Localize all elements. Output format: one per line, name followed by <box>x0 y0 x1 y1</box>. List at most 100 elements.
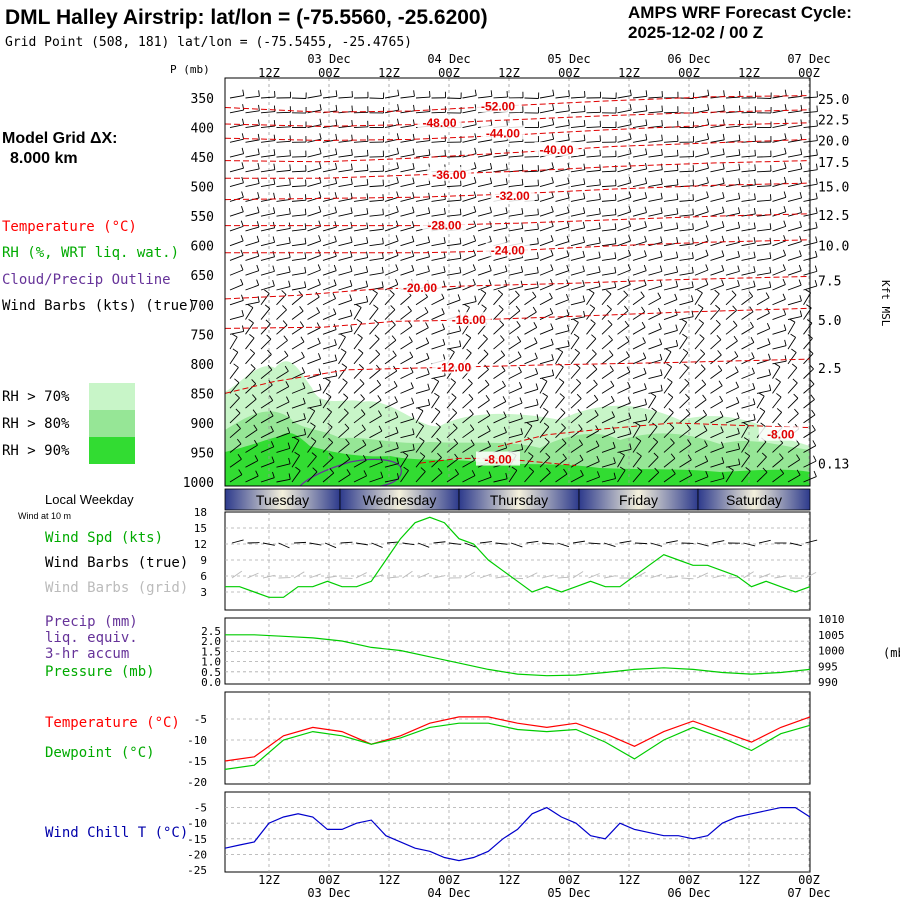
wind-barb <box>710 221 725 232</box>
wind-barb-flag <box>474 89 477 96</box>
wind-barb-flag <box>335 148 338 155</box>
wind-barb <box>477 394 490 409</box>
wind-barb-flag <box>715 319 721 325</box>
wind-barb-staff <box>353 322 363 335</box>
wind-barb-flag <box>769 384 772 391</box>
wind-barb-staff <box>384 294 395 306</box>
wind-barb-flag <box>653 452 659 458</box>
wind-barb-flag <box>490 90 493 97</box>
wind-barb <box>601 319 613 335</box>
wind-barb <box>245 177 260 188</box>
wind-barb-flag <box>703 425 708 431</box>
wind-barb-staff <box>570 475 584 483</box>
wind-barb-flag <box>248 319 254 324</box>
wind-barb <box>477 471 492 483</box>
wind-barb-flag <box>304 194 307 201</box>
wind-barb-staff <box>694 196 709 202</box>
wind-barb-staff <box>772 457 784 468</box>
wind-barb-flag <box>487 440 491 447</box>
wind-barb-flag <box>592 364 598 370</box>
wind-barb-staff <box>772 153 787 158</box>
surface-wind-barb <box>479 541 492 544</box>
wind-barb-flag <box>358 348 364 354</box>
wind-barb <box>555 363 564 379</box>
wind-barb-staff <box>539 167 554 173</box>
wind-barb <box>787 469 801 483</box>
wind-barb <box>276 193 291 202</box>
wind-barb-staff <box>741 311 754 320</box>
wind-barb-flag <box>396 457 399 464</box>
wind-barb-staff <box>663 366 673 379</box>
wind-barb-flag <box>504 442 508 449</box>
wind-barb-flag <box>753 280 756 287</box>
wind-barb-flag <box>335 104 338 111</box>
wind-barb-staff <box>307 153 322 158</box>
wind-barb <box>369 121 384 128</box>
wind-barb <box>400 148 415 158</box>
wind-barb <box>632 192 648 202</box>
wind-barb <box>617 278 631 291</box>
wind-barb-staff <box>431 298 445 306</box>
wind-barb-flag <box>360 409 366 415</box>
wind-barb <box>384 305 396 320</box>
wind-barb-staff <box>787 270 802 276</box>
wind-barb <box>617 366 631 380</box>
wind-barb-flag <box>568 104 570 111</box>
wind-barb-flag <box>659 338 663 345</box>
wind-barb-staff <box>539 344 554 350</box>
wind-barb <box>632 321 646 335</box>
wind-barb-flag <box>286 396 290 403</box>
wind-barb-staff <box>508 341 521 350</box>
wind-barb-flag <box>395 426 399 433</box>
wind-barb-staff <box>741 440 750 453</box>
wind-barb-flag <box>287 442 291 449</box>
wind-barb <box>601 289 612 306</box>
wind-barb <box>276 164 291 173</box>
wind-barb <box>400 119 415 128</box>
wind-barb-flag <box>258 90 260 97</box>
wind-barb-flag <box>474 147 477 154</box>
wind-barb-flag <box>349 309 353 316</box>
wind-barb-staff <box>570 337 580 350</box>
wind-barb-flag <box>723 90 725 97</box>
temp-contour-line <box>225 213 811 227</box>
wind-barb <box>245 349 256 365</box>
wind-barb <box>260 134 276 143</box>
surface-wind-barb-staff <box>262 542 275 546</box>
wind-barb-staff <box>632 139 647 143</box>
wind-barb-staff <box>710 354 722 365</box>
wind-barb-staff <box>663 314 678 320</box>
wind-barb-flag <box>390 305 396 310</box>
wind-barb-staff <box>741 326 754 335</box>
surface-wind-barb <box>572 540 585 544</box>
surface-wind-barb-grid-staff <box>324 575 337 579</box>
wind-barb-staff <box>555 366 564 379</box>
wind-barb-flag <box>450 378 456 383</box>
wind-barb-staff <box>539 109 554 114</box>
wind-barb <box>710 334 722 350</box>
wind-barb <box>276 381 290 394</box>
wind-barb-staff <box>772 196 787 202</box>
wind-barb-staff <box>322 381 331 394</box>
wind-barb <box>353 304 362 320</box>
wind-barb-flag <box>340 333 346 338</box>
wind-barb-flag <box>257 192 260 199</box>
wind-barb-staff <box>415 389 430 394</box>
wind-barb <box>648 292 662 306</box>
wind-barb-staff <box>384 269 399 276</box>
wind-barb <box>632 104 648 114</box>
wind-barb-flag <box>660 250 663 257</box>
wind-barb-staff <box>229 225 244 232</box>
wind-barb-flag <box>634 422 641 427</box>
wind-barb-flag <box>506 149 508 156</box>
surface-wind-barb-grid <box>309 573 321 579</box>
wind-barb <box>741 352 755 365</box>
wind-barb <box>307 307 321 320</box>
wind-barb-flag <box>325 377 331 382</box>
cycle-label: AMPS WRF Forecast Cycle: <box>628 3 852 22</box>
wind-barb <box>291 107 307 114</box>
wind-barb <box>524 252 539 261</box>
wind-barb-staff <box>229 95 244 99</box>
wind-barb-flag <box>242 118 245 125</box>
wind-barb-flag <box>640 291 645 297</box>
